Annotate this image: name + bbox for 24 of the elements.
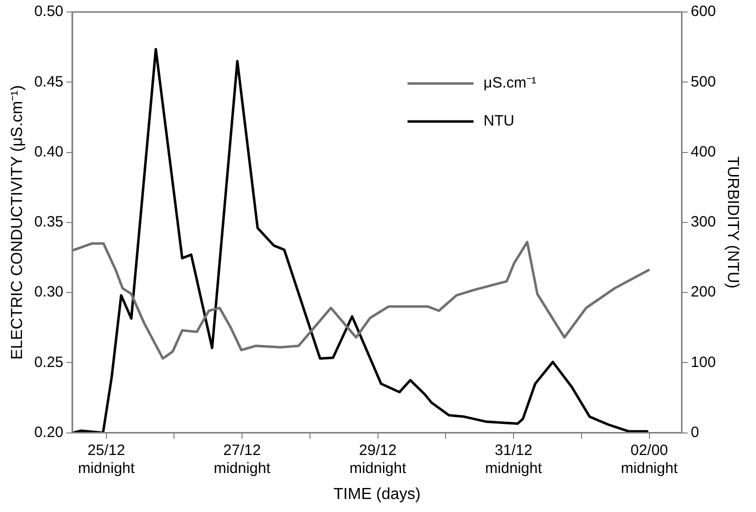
y2-tick-label: 0 [690,424,700,441]
x-tick-label: 31/12 midnight [485,442,543,477]
y-tick-label: 0.45 [34,73,64,90]
y-tick-label: 0.40 [34,143,64,160]
x-tick-label: 29/12 midnight [349,442,407,477]
y-tick-label: 0.50 [34,3,64,20]
y2-tick-label: 500 [690,73,716,90]
x-axis-title: TIME (days) [334,486,421,503]
x-tick-label: 25/12 midnight [78,442,136,477]
y2-tick-label: 100 [690,354,716,371]
y2-tick-label: 600 [690,3,716,20]
legend-label: μS.cm⁻¹ [484,74,536,92]
x-tick-label: 27/12 midnight [214,442,272,477]
y-tick-label: 0.35 [34,214,64,231]
x-tick-label: 02/00 midnight [620,442,678,477]
y2-tick-label: 300 [690,214,716,231]
y2-tick-label: 400 [690,143,716,160]
y2-tick-label: 200 [690,284,716,301]
y-tick-label: 0.25 [34,354,64,371]
y-tick-label: 0.30 [34,284,64,301]
y2-axis-title: TURBIDITY (NTU) [724,156,741,288]
y-tick-label: 0.20 [34,424,64,441]
legend-label: NTU [484,112,514,130]
y-axis-title: ELECTRIC CONDUCTIVITY (μS.cm⁻¹) [9,85,26,360]
